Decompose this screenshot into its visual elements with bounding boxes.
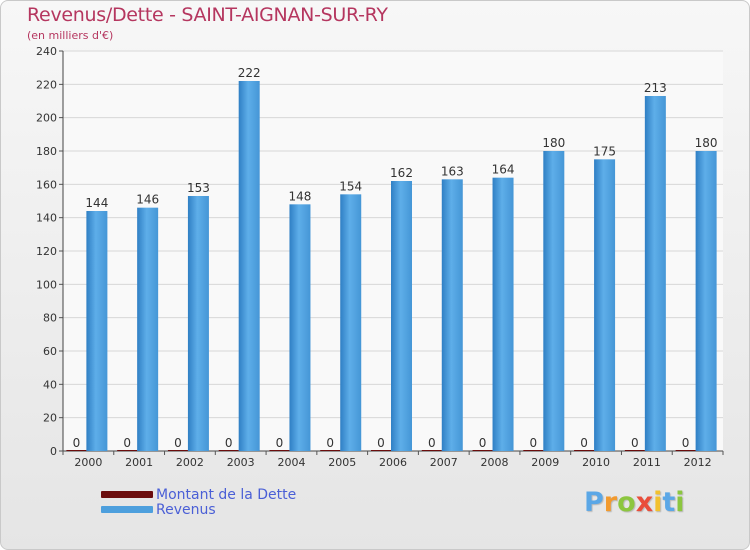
bar-dette [218,450,239,451]
bar-revenus [289,204,311,451]
bar-revenus [695,151,717,451]
data-label-revenus: 175 [593,144,616,158]
data-label-dette: 0 [479,436,487,450]
y-tick-label: 160 [36,178,57,191]
bar-revenus [137,207,159,451]
y-tick-label: 180 [36,145,57,158]
logo-letter: i [675,487,685,518]
data-label-revenus: 144 [85,196,108,210]
bar-dette [320,450,341,451]
bar-revenus [441,179,463,452]
data-label-dette: 0 [428,436,436,450]
chart-title: Revenus/Dette - SAINT-AIGNAN-SUR-RY [27,4,388,26]
bar-revenus [543,151,565,451]
x-tick-label: 2005 [328,456,356,469]
bar-dette [523,450,544,451]
bar-revenus [492,177,514,451]
y-tick-label: 140 [36,212,57,225]
logo-letter: x [635,487,654,518]
bar-dette [371,450,391,451]
data-label-revenus: 180 [695,136,718,150]
legend-label-dette: Montant de la Dette [156,486,297,503]
y-tick-label: 200 [36,112,57,125]
data-label-dette: 0 [631,436,639,450]
bar-dette [269,450,290,451]
bar-revenus [238,81,260,451]
data-label-dette: 0 [174,436,182,450]
data-label-revenus: 153 [187,181,210,195]
x-tick-label: 2007 [430,456,458,469]
x-tick-label: 2004 [277,456,305,469]
bar-revenus [86,211,108,451]
legend-item-dette: Montant de la Dette [101,486,297,503]
data-label-dette: 0 [225,436,233,450]
data-label-revenus: 213 [644,81,667,95]
legend: Montant de la Dette Revenus [101,486,297,518]
data-label-dette: 0 [326,436,334,450]
data-label-revenus: 162 [390,166,413,180]
data-label-revenus: 164 [492,163,515,177]
bar-dette [66,450,87,451]
data-label-dette: 0 [529,436,537,450]
y-tick-label: 60 [43,345,57,358]
y-tick-label: 80 [43,312,57,325]
y-tick-label: 120 [36,245,57,258]
logo-letter: i [653,487,663,518]
x-tick-label: 2006 [379,456,407,469]
legend-item-revenus: Revenus [101,501,296,518]
bar-dette [574,450,595,451]
data-label-dette: 0 [73,436,81,450]
data-label-revenus: 180 [542,136,565,150]
bar-revenus [187,196,209,451]
legend-label-revenus: Revenus [156,501,216,518]
logo-letter: o [617,487,636,518]
chart-subtitle: (en milliers d'€) [27,29,114,42]
bar-dette [472,450,493,451]
data-label-dette: 0 [682,436,690,450]
x-tick-label: 2009 [531,456,559,469]
x-tick-label: 2010 [582,456,610,469]
y-tick-label: 20 [43,412,57,425]
logo-letter: P [584,487,604,518]
bar-dette [167,450,188,451]
y-tick-label: 240 [36,45,57,58]
data-label-revenus: 163 [441,164,464,178]
x-tick-label: 2003 [227,456,255,469]
legend-swatch-revenus [101,506,153,513]
x-tick-label: 2011 [633,456,661,469]
bar-revenus [644,96,666,451]
data-label-dette: 0 [377,436,385,450]
bar-revenus [594,159,616,452]
data-label-dette: 0 [580,436,588,450]
bar-dette [624,450,645,451]
x-tick-label: 2012 [684,456,712,469]
data-label-dette: 0 [123,436,131,450]
bar-revenus [340,194,362,452]
data-label-revenus: 148 [289,189,312,203]
data-label-revenus: 222 [238,66,261,80]
y-tick-label: 0 [50,445,57,458]
y-tick-label: 100 [36,278,57,291]
x-tick-label: 2002 [176,456,204,469]
data-label-revenus: 154 [339,179,362,193]
x-tick-label: 2008 [481,456,509,469]
data-label-dette: 0 [276,436,284,450]
legend-swatch-dette [101,491,153,498]
bar-dette [421,450,442,451]
x-tick-label: 2000 [74,456,102,469]
bar-dette [675,450,696,451]
bar-dette [117,450,138,451]
y-tick-label: 220 [36,78,57,91]
x-tick-label: 2001 [125,456,153,469]
y-tick-label: 40 [43,378,57,391]
logo-letter: t [662,487,676,518]
logo-letter: r [603,487,618,518]
bar-revenus [391,181,412,451]
proxiti-logo: Proxiti [584,487,685,518]
data-label-revenus: 146 [136,193,159,207]
